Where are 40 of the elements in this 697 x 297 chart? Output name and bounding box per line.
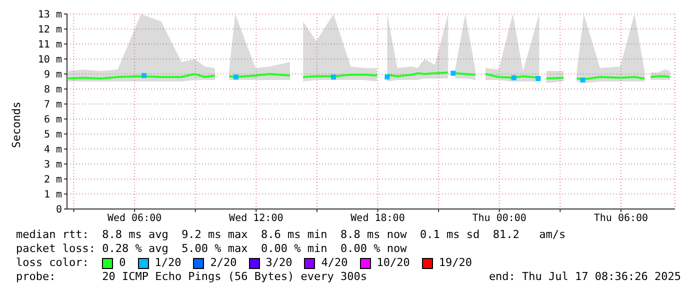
legend-label: 3/20 [266,256,292,270]
point [580,78,586,82]
x-tick-label: Wed 12:00 [229,213,284,224]
legend-label: 2/20 [210,256,237,270]
x-tick-label: Wed 18:00 [350,213,405,224]
legend-label: 4/20 [321,256,348,270]
point [536,76,541,81]
y-tick-label: 7 m [44,100,62,111]
x-tick-label: Thu 06:00 [594,213,648,224]
y-tick-label: 4 m [44,144,62,156]
y-tick-label: 12 m [38,24,62,36]
y-tick-label: 5 m [44,130,62,141]
y-tick-label: 6 m [44,114,62,126]
y-tick-label: 11 m [38,40,62,51]
legend-title: loss color: [16,256,90,270]
legend-label: 19/20 [438,256,472,270]
text: median rtt: 8.8 ms avg 9.2 ms max 8.6 ms min 8.8 ms now 0.1 ms sd 81.2 am/s [16,228,567,242]
y-tick-label: 13 m [38,10,62,21]
y-tick-label: 2 m [44,174,62,186]
point [384,74,390,80]
x-tick-label: Wed 06:00 [107,213,162,224]
x-tick-label: Thu 00:00 [472,213,526,224]
y-axis-title: Seconds [10,102,24,148]
legend-label: 0 [119,256,126,270]
legend-label: 1/20 [154,256,182,270]
point [142,73,147,78]
y-tick-label: 9 m [44,70,62,81]
text: end: Thu Jul 17 08:36:26 2025 [488,270,681,284]
point [450,70,456,76]
y-tick-label: 8 m [44,84,62,96]
y-tick-label: 10 m [38,54,62,66]
point [331,74,336,80]
text: probe: 20 ICMP Echo Pings (56 Bytes) every 300s [16,270,367,284]
y-tick-label: 3 m [44,160,62,171]
y-tick-label: 0 [56,204,62,216]
legend-label: 10/20 [376,256,410,270]
y-tick-label: 1 m [44,190,62,201]
point [233,74,238,80]
point [511,75,516,80]
text: packet loss: 0.28 % avg 5.00 % max 0.00 % min 0.00 % now [16,242,408,256]
